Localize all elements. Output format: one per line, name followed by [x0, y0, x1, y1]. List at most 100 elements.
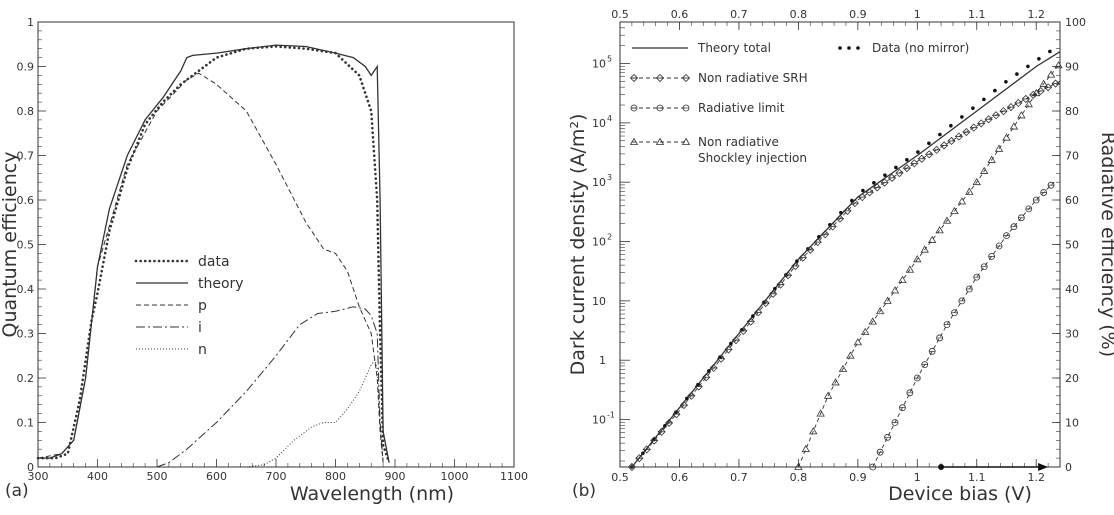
- arrow-head: [1038, 463, 1049, 471]
- x-tick-label: 900: [385, 470, 406, 483]
- series-line-n: [246, 359, 384, 468]
- data-marker: [965, 187, 974, 195]
- data-marker: [650, 436, 659, 445]
- x-axis-title: Device bias (V): [888, 483, 1032, 505]
- x-top-tick-label: 0.5: [611, 8, 629, 21]
- y-tick-exponent: 3: [607, 173, 612, 182]
- data-marker: [992, 111, 1001, 120]
- data-point: [938, 132, 942, 137]
- data-marker: [932, 145, 941, 154]
- legend-label: Data (no mirror): [872, 41, 969, 55]
- data-marker: [831, 378, 840, 386]
- data-marker: [835, 214, 845, 223]
- legend-dot: [847, 46, 851, 50]
- panel-b-chart: 0.5 0.6 0.7 0.8 0.9 1 1.1 1.2 0.5 0.6 0.7 0.8 0.9 1 1.…: [567, 8, 1114, 505]
- y-tick-label: 0.6: [17, 194, 35, 207]
- data-marker: [917, 154, 926, 163]
- data-point: [1015, 72, 1019, 76]
- x-tick-label: 800: [325, 470, 346, 483]
- data-point: [1004, 80, 1008, 84]
- x-tick-label: 0.8: [790, 471, 808, 484]
- data-marker: [642, 445, 651, 454]
- legend-label: data: [198, 254, 230, 270]
- data-point: [1037, 56, 1041, 61]
- y-tick-label: 10: [592, 236, 606, 249]
- data-marker: [994, 144, 1004, 152]
- data-marker: [850, 199, 859, 208]
- panel-label: (a): [5, 481, 29, 501]
- data-marker: [920, 245, 929, 253]
- data-marker: [902, 164, 911, 173]
- series-line: [631, 51, 1061, 468]
- legend-marker: [629, 137, 639, 145]
- data-point: [949, 123, 953, 128]
- legend-label: Non radiative SRH: [698, 71, 808, 85]
- data-marker: [942, 216, 952, 224]
- panel-a-chart: 300 400 500 600 700 800 900 1000 1100 0 0.1 0.2 0.3 0…: [0, 16, 528, 505]
- data-point: [916, 150, 920, 154]
- x-tick-label: 1.2: [1027, 471, 1045, 484]
- legend-label: Non radiative Shockley injection: [698, 135, 807, 165]
- x-tick-label: 400: [87, 470, 108, 483]
- data-point: [795, 259, 799, 263]
- data-marker: [962, 127, 971, 137]
- x-tick-label: 700: [266, 470, 287, 483]
- data-marker: [791, 261, 800, 271]
- y2-tick-label: 60: [1065, 194, 1079, 207]
- panel-label: (b): [572, 481, 596, 501]
- series-line: [631, 80, 1061, 468]
- data-marker: [821, 230, 830, 239]
- data-marker: [883, 296, 892, 304]
- x-tick-label: 0.7: [730, 471, 748, 484]
- y-tick-label: 1: [27, 16, 34, 29]
- data-marker: [717, 354, 726, 363]
- data-marker: [853, 338, 863, 346]
- data-marker: [868, 317, 877, 325]
- data-marker: [635, 454, 644, 463]
- y2-tick-label: 50: [1065, 239, 1079, 252]
- data-marker: [935, 226, 944, 234]
- data-point: [696, 382, 700, 387]
- data-point: [773, 286, 777, 291]
- legend-dot: [838, 46, 842, 50]
- legend-label-line: Non radiative: [698, 135, 779, 149]
- data-marker: [724, 345, 733, 354]
- y-axis-title: Dark current density (A/m²): [567, 114, 589, 376]
- data-point: [839, 210, 843, 215]
- data-marker: [977, 119, 986, 128]
- data-marker: [794, 462, 803, 470]
- x-tick-label: 500: [147, 470, 168, 483]
- data-marker: [898, 275, 907, 283]
- y2-tick-label: 80: [1065, 105, 1079, 118]
- data-marker: [1021, 94, 1030, 103]
- x-tick-label: 0.9: [849, 471, 867, 484]
- data-marker: [846, 351, 855, 359]
- data-marker: [858, 193, 867, 202]
- data-point: [861, 188, 865, 193]
- legend-label: n: [198, 342, 207, 358]
- data-marker: [627, 462, 636, 472]
- x-tick-label: 1100: [500, 470, 528, 483]
- y2-axis-title: Radiative efficiency (%): [1097, 132, 1114, 357]
- data-marker: [843, 206, 852, 215]
- y-tick-exponent: 5: [607, 55, 612, 64]
- legend-marker: [629, 73, 639, 83]
- data-marker: [865, 188, 874, 197]
- legend-label: Radiative limit: [698, 101, 785, 115]
- data-marker: [798, 253, 807, 262]
- data-marker: [890, 286, 900, 294]
- data-marker: [969, 123, 978, 132]
- data-marker: [731, 336, 741, 345]
- data-marker: [1032, 88, 1041, 97]
- y-tick-exponent: 4: [607, 114, 612, 123]
- legend-label: p: [198, 298, 207, 314]
- data-point: [828, 222, 832, 227]
- y-tick-exponent: -1: [607, 411, 615, 420]
- data-marker: [947, 136, 956, 146]
- y-tick-label: 0.8: [17, 105, 35, 118]
- x-tick-label: 1: [914, 471, 921, 484]
- y2-tick-label: 70: [1065, 150, 1079, 163]
- data-marker: [809, 427, 818, 435]
- series-line: [797, 63, 1061, 468]
